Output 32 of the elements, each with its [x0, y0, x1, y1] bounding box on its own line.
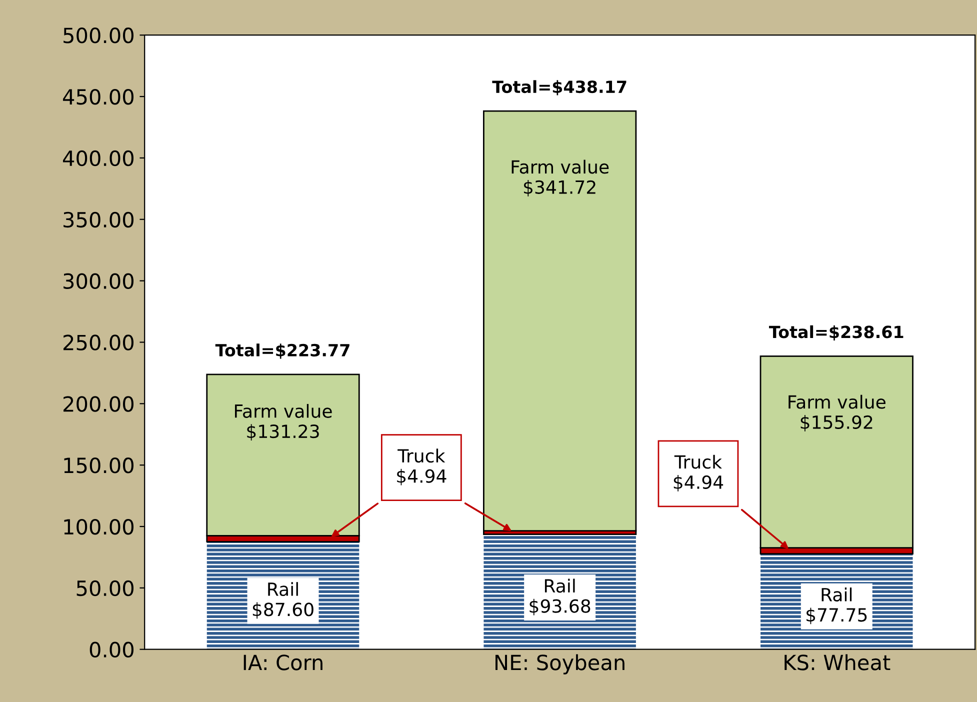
y-tick-label: 300.00 — [64, 273, 134, 290]
text: Farm value — [512, 160, 609, 174]
x-tick-label: NE: Soybean — [496, 654, 624, 674]
text: Rail — [268, 582, 298, 596]
y-tick-label: 500.00 — [64, 28, 134, 44]
total-label: Total=$223.77 — [215, 344, 350, 359]
text: Rail — [544, 578, 575, 593]
y-tick-label: 100.00 — [64, 518, 134, 535]
y-tick-label: 400.00 — [62, 150, 134, 166]
data-label: $155.92 — [800, 415, 872, 432]
total-label: Total=$238.61 — [769, 325, 904, 340]
annotation: Truck $4.94 — [397, 448, 446, 486]
x-tick-label: KS: Wheat — [784, 654, 890, 670]
data-label: $93.68 — [530, 598, 590, 616]
total-label: Total=$438.17 — [492, 80, 626, 96]
data-label: $341.72 — [524, 180, 596, 196]
y-tick-label: 250.00 — [64, 334, 134, 350]
y-tick-label: 50.00 — [76, 580, 134, 596]
y-tick-label: 450.00 — [62, 88, 134, 105]
data-label: $87.60 — [252, 602, 314, 619]
text: Farm value — [235, 404, 332, 418]
x-tick-label: IA: Corn — [244, 654, 322, 670]
series-label: Rail — [822, 588, 852, 602]
y-tick-label: 0.00 — [90, 642, 134, 658]
y-tick-label: 350.00 — [64, 212, 134, 228]
series-label: Farm value — [788, 394, 886, 409]
bar — [483, 110, 637, 532]
data-label: $131.23 — [247, 424, 319, 441]
annotation: Truck $4.94 — [674, 454, 724, 492]
data-label: $77.75 — [806, 608, 867, 624]
y-tick-label: 200.00 — [64, 396, 134, 412]
y-tick-label: 150.00 — [64, 458, 134, 474]
